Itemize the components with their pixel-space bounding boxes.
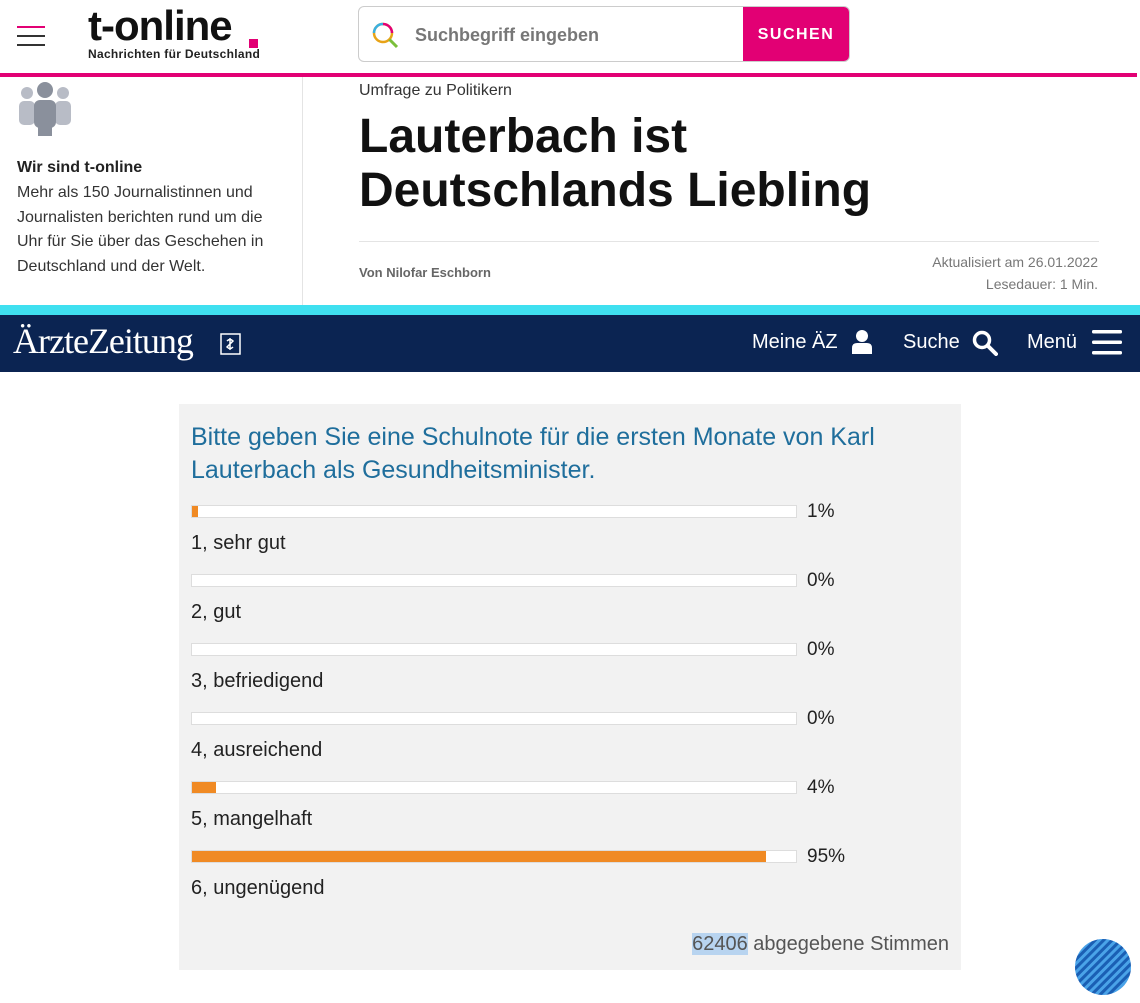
search-placeholder[interactable]: Suchbegriff eingeben (415, 25, 600, 45)
value-label: 4% (807, 777, 835, 798)
value-label: 0% (807, 639, 835, 660)
bar-track (191, 643, 797, 656)
bar (192, 782, 217, 793)
bar-track (191, 712, 797, 725)
nav-menu[interactable]: Menü (1027, 331, 1078, 353)
sidebar-text: Mehr als 150 Journalistinnen und Journal… (17, 184, 264, 275)
bar (192, 506, 199, 517)
menu-nav-icon[interactable] (1092, 330, 1122, 355)
bar-track (191, 505, 797, 518)
column-divider (302, 77, 303, 305)
value-label: 0% (807, 708, 835, 729)
team-icon (19, 82, 71, 136)
chat-widget[interactable] (1074, 938, 1132, 996)
article-updated: Aktualisiert am 26.01.2022 (932, 254, 1098, 270)
value-label: 95% (807, 846, 846, 867)
bar-track (191, 781, 797, 794)
option-label: 2, gut (191, 601, 242, 623)
aerztezeitung-logo[interactable]: ÄrzteZeitung (13, 321, 194, 361)
nav-my-az[interactable]: Meine ÄZ (752, 331, 838, 353)
article-title: Lauterbach ist Deutschlands Liebling (359, 110, 872, 217)
search-button[interactable]: SUCHEN (743, 7, 849, 61)
reading-time: Lesedauer: 1 Min. (985, 276, 1098, 292)
bar-track (191, 574, 797, 587)
vote-label: abgegebene Stimmen (753, 933, 949, 955)
search-nav-icon[interactable] (972, 330, 998, 356)
option-label: 6, ungenügend (191, 877, 325, 899)
aerztezeitung-bar (0, 315, 1140, 372)
vote-count: 62406 (692, 933, 748, 955)
option-label: 3, befriedigend (191, 670, 324, 692)
divider (0, 305, 1140, 315)
poll-question: Bitte geben Sie eine Schulnote für die e… (191, 423, 875, 484)
sidebar-title: Wir sind t-online (17, 159, 143, 176)
t-online-logo[interactable]: t-online (88, 2, 233, 49)
nav-search[interactable]: Suche (903, 331, 960, 353)
logo-badge (220, 333, 241, 355)
article-rule (359, 241, 1099, 242)
menu-icon[interactable] (17, 26, 45, 46)
bar (192, 851, 766, 862)
user-icon[interactable] (851, 330, 873, 354)
value-label: 0% (807, 570, 835, 591)
article-kicker: Umfrage zu Politikern (359, 82, 512, 99)
poll-box (179, 404, 961, 970)
option-label: 4, ausreichend (191, 739, 323, 761)
logo-dot (249, 39, 258, 48)
search-box[interactable]: Suchbegriff eingeben SUCHEN (358, 6, 850, 62)
tagline: Nachrichten für Deutschland (88, 47, 261, 61)
poll-votes: 62406 abgegebene Stimmen (692, 933, 949, 956)
search-icon (372, 22, 399, 49)
value-label: 1% (807, 501, 835, 522)
article-author[interactable]: Von Nilofar Eschborn (359, 265, 491, 280)
option-label: 1, sehr gut (191, 532, 286, 554)
option-label: 5, mangelhaft (191, 808, 313, 830)
header-rule (0, 73, 1137, 77)
bar-track (191, 850, 797, 863)
